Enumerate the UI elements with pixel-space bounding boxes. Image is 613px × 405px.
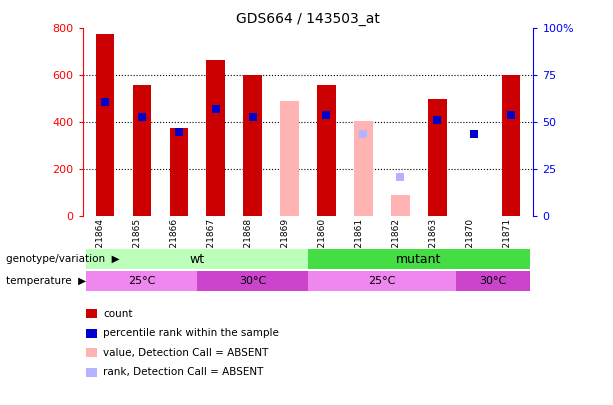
Bar [428, 99, 446, 216]
Text: GSM21864: GSM21864 [96, 218, 105, 267]
Title: GDS664 / 143503_at: GDS664 / 143503_at [236, 12, 380, 26]
Bar [96, 34, 114, 216]
Text: rank, Detection Call = ABSENT: rank, Detection Call = ABSENT [103, 367, 264, 377]
Bar [243, 75, 262, 216]
Bar [318, 85, 336, 216]
Bar [197, 271, 308, 290]
Text: GSM21869: GSM21869 [281, 218, 289, 267]
Text: temperature  ▶: temperature ▶ [6, 276, 86, 286]
Text: GSM21871: GSM21871 [502, 218, 511, 267]
Bar [502, 75, 520, 216]
Bar [308, 249, 530, 269]
Text: GSM21866: GSM21866 [170, 218, 179, 267]
Text: GSM21868: GSM21868 [243, 218, 253, 267]
Text: value, Detection Call = ABSENT: value, Detection Call = ABSENT [103, 348, 268, 358]
Text: GSM21860: GSM21860 [318, 218, 327, 267]
Bar [280, 101, 299, 216]
Bar [308, 271, 455, 290]
Text: GSM21867: GSM21867 [207, 218, 216, 267]
Bar [391, 195, 409, 216]
Text: GSM21861: GSM21861 [354, 218, 364, 267]
Text: 30°C: 30°C [239, 276, 266, 286]
Bar [132, 85, 151, 216]
Text: wt: wt [189, 253, 205, 266]
Bar [354, 121, 373, 216]
Bar [207, 60, 225, 216]
Text: 25°C: 25°C [368, 276, 395, 286]
Text: GSM21862: GSM21862 [391, 218, 400, 267]
Bar [170, 128, 188, 216]
Text: mutant: mutant [396, 253, 441, 266]
Text: count: count [103, 309, 132, 319]
Bar [455, 271, 530, 290]
Text: 25°C: 25°C [128, 276, 156, 286]
Text: GSM21870: GSM21870 [465, 218, 474, 267]
Text: genotype/variation  ▶: genotype/variation ▶ [6, 254, 120, 264]
Bar [86, 271, 197, 290]
Text: 30°C: 30°C [479, 276, 506, 286]
Text: GSM21865: GSM21865 [133, 218, 142, 267]
Text: GSM21863: GSM21863 [428, 218, 437, 267]
Text: percentile rank within the sample: percentile rank within the sample [103, 328, 279, 338]
Bar [86, 249, 308, 269]
